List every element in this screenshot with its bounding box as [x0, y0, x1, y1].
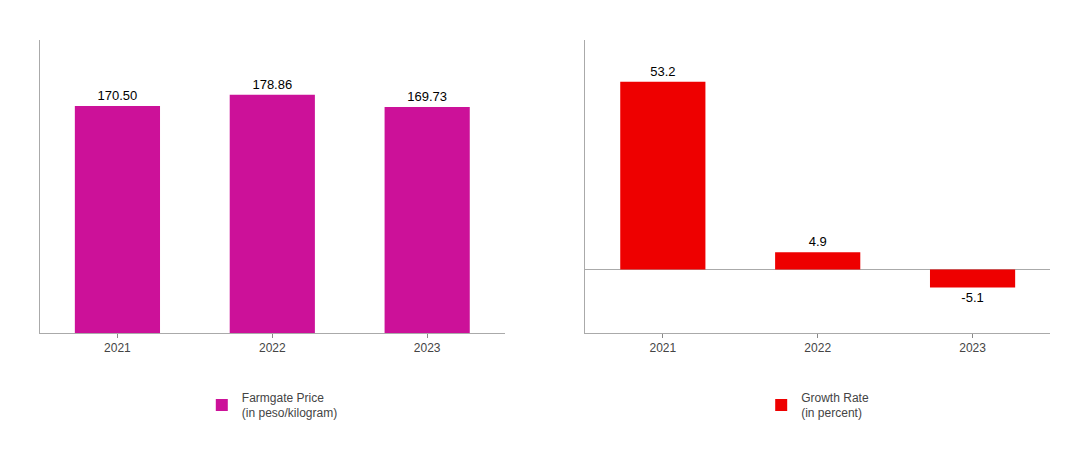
- svg-text:2023: 2023: [959, 341, 986, 355]
- svg-text:2023: 2023: [414, 341, 441, 355]
- svg-text:169.73: 169.73: [407, 89, 447, 104]
- svg-text:Farmgate Price(in peso/kilogra: Farmgate Price(in peso/kilogram): [242, 391, 337, 421]
- svg-text:Growth Rate(in percent): Growth Rate(in percent): [801, 391, 869, 421]
- svg-text:53.2: 53.2: [650, 64, 675, 79]
- svg-text:2022: 2022: [804, 341, 831, 355]
- svg-text:2021: 2021: [104, 341, 131, 355]
- svg-text:2022: 2022: [259, 341, 286, 355]
- svg-text:2021: 2021: [649, 341, 676, 355]
- svg-text:178.86: 178.86: [252, 77, 292, 92]
- svg-text:-5.1: -5.1: [961, 290, 983, 305]
- svg-text:170.50: 170.50: [98, 88, 138, 103]
- svg-text:4.9: 4.9: [809, 234, 827, 249]
